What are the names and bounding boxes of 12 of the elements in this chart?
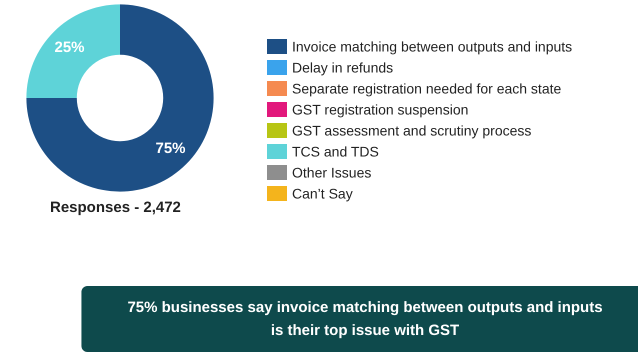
data-label: 75% xyxy=(155,140,186,157)
text: 75% businesses say invoice matching between outputs and inputs is their top issue with GST xyxy=(127,299,603,339)
legend-label: Separate registration needed for each state xyxy=(292,80,562,96)
legend-label: Invoice matching between outputs and inputs xyxy=(292,38,572,54)
legend-label: Delay in refunds xyxy=(292,60,394,76)
legend-label: GST registration suspension xyxy=(292,102,468,118)
legend-label: Other Issues xyxy=(292,164,372,180)
legend-label: Can’t Say xyxy=(292,186,353,202)
legend-label: TCS and TDS xyxy=(292,144,379,160)
text: Responses - 2,472 xyxy=(50,199,181,216)
data-label: 25% xyxy=(54,39,85,56)
legend-label: GST assessment and scrutiny process xyxy=(292,122,532,138)
